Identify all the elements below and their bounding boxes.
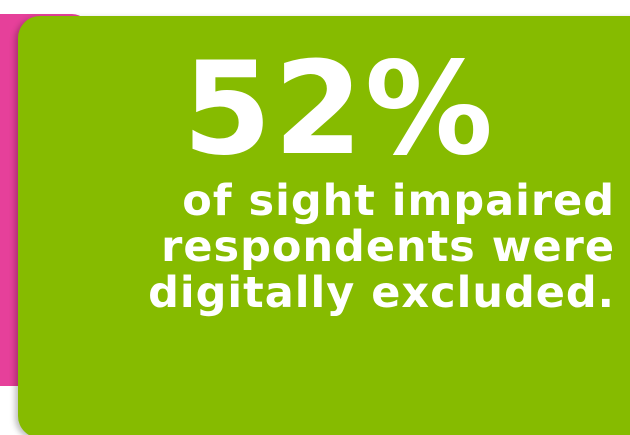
stat-caption-line-2: respondents were [161,222,615,272]
stat-block: 52% of sight impaired respondents were d… [40,35,615,319]
stat-percentage: 52% [182,35,495,184]
stat-caption-line-1: of sight impaired [182,176,615,226]
green-stat-card [18,16,630,435]
stat-caption-line-3: digitally excluded. [148,268,615,318]
